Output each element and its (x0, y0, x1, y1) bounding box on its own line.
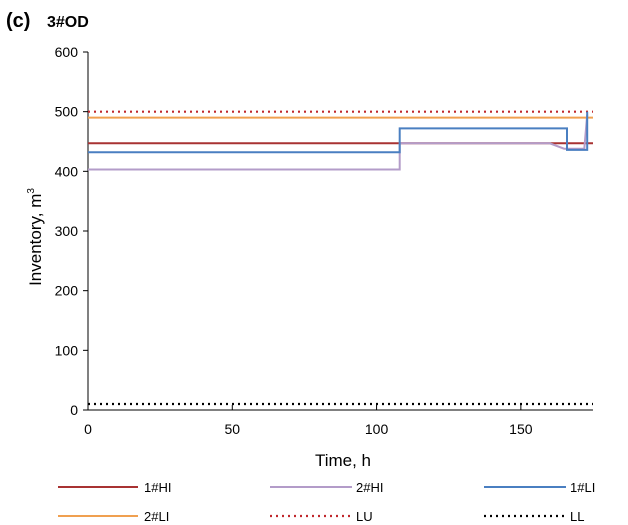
y-axis-label-sup: 3 (26, 188, 37, 194)
axes: 0 100 200 300 400 500 600 0 50 100 150 (55, 44, 593, 437)
series-line-1-li (88, 111, 589, 154)
y-tick-label: 100 (55, 342, 79, 358)
x-tick-label: 150 (509, 421, 533, 437)
x-tick-label: 100 (365, 421, 389, 437)
series-line-2-hi (88, 114, 589, 171)
legend-label: 1#HI (144, 480, 171, 495)
legend-item: 2#LI (58, 509, 169, 524)
panel-label: (c) (6, 10, 30, 32)
y-tick-label: 600 (55, 44, 79, 60)
series-layer (88, 110, 593, 406)
legend-label: LU (356, 509, 373, 524)
chart-title: 3#OD (47, 14, 89, 31)
legend-item: 1#HI (58, 480, 171, 495)
legend-item: LU (270, 509, 373, 524)
y-axis-label-text: Inventory, m (26, 194, 45, 286)
y-tick-label: 200 (55, 283, 79, 299)
legend-item: 1#LI (484, 480, 595, 495)
y-tick-label: 400 (55, 163, 79, 179)
y-axis-label: Inventory, m3 (26, 188, 45, 286)
y-tick-label: 300 (55, 223, 79, 239)
legend: 1#HI 2#HI 1#LI 2#LI LU LL (58, 480, 595, 524)
legend-label: 2#HI (356, 480, 383, 495)
legend-label: 2#LI (144, 509, 169, 524)
x-axis-label: Time, h (315, 451, 371, 470)
legend-label: 1#LI (570, 480, 595, 495)
legend-label: LL (570, 509, 584, 524)
legend-item: 2#HI (270, 480, 383, 495)
x-tick-label: 0 (84, 421, 92, 437)
legend-item: LL (484, 509, 584, 524)
x-tick-label: 50 (224, 421, 240, 437)
y-tick-label: 500 (55, 104, 79, 120)
y-tick-label: 0 (70, 402, 78, 418)
